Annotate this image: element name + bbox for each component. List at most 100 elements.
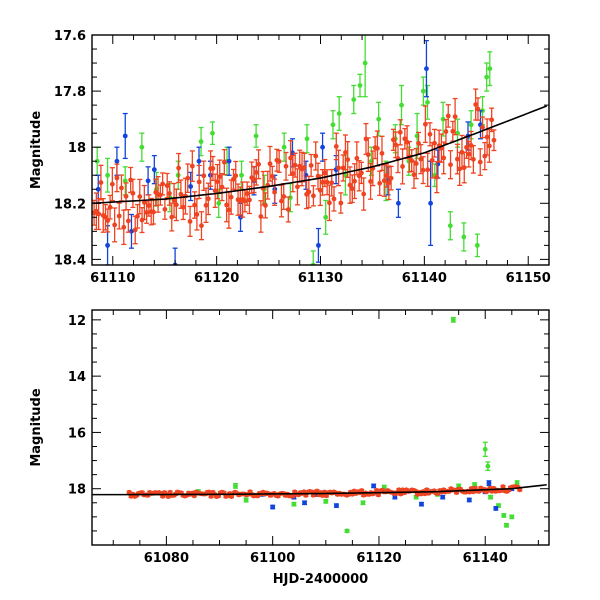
red-point — [473, 88, 479, 121]
red-point — [411, 160, 417, 189]
green-point — [336, 96, 342, 132]
red-point — [326, 184, 332, 222]
y-tick-label: 18 — [68, 141, 86, 156]
red-point — [420, 156, 426, 185]
green-point — [344, 528, 350, 534]
red-point — [123, 182, 129, 211]
x-tick-label: 61120 — [356, 551, 401, 566]
green-point — [447, 211, 453, 241]
panel-2: 61080 61100 61120 61140 12 14 16 18 Magnitude HJD… — [29, 309, 550, 587]
red-point — [176, 152, 182, 184]
red-point — [256, 149, 262, 180]
green-point — [122, 166, 128, 196]
green-point — [461, 222, 467, 252]
red-point — [432, 128, 438, 158]
red-point — [294, 168, 300, 206]
green-point — [209, 121, 215, 146]
red-point — [429, 142, 435, 179]
red-point — [173, 188, 179, 222]
red-point — [196, 164, 202, 200]
green-point — [450, 316, 456, 323]
red-point — [388, 165, 394, 191]
green-point — [474, 233, 480, 258]
y-tick-label: 18.4 — [54, 253, 86, 268]
blue-point — [440, 494, 446, 500]
red-point — [141, 184, 147, 221]
red-point — [477, 148, 483, 176]
red-point — [162, 198, 168, 220]
red-point — [436, 129, 442, 163]
red-point — [352, 163, 358, 200]
blue-point — [145, 166, 151, 196]
red-point — [228, 179, 234, 215]
red-point — [107, 194, 113, 220]
green-point — [482, 441, 488, 457]
green-point — [323, 498, 329, 504]
blue-point — [302, 500, 308, 506]
red-point — [491, 129, 497, 152]
green-point — [440, 101, 446, 137]
x-tick-label: 61120 — [194, 271, 239, 286]
red-point — [314, 488, 320, 494]
red-point — [283, 151, 289, 181]
green-point — [351, 84, 357, 115]
green-point — [362, 35, 368, 98]
red-point — [109, 167, 115, 202]
red-point — [150, 199, 156, 225]
red-point — [336, 149, 342, 187]
red-point — [258, 200, 264, 233]
red-point — [484, 118, 490, 156]
red-point — [452, 97, 458, 136]
y-axis-label: Magnitude — [29, 111, 44, 190]
red-point — [480, 116, 486, 139]
red-point — [219, 173, 225, 202]
green-point — [485, 461, 491, 472]
red-point — [354, 141, 360, 176]
red-point — [292, 152, 298, 178]
panel-1: 61110 61120 61130 61140 61150 17.6 17.8 18 18.2 1… — [29, 29, 551, 286]
red-point — [130, 178, 136, 209]
y-tick-label: 18 — [68, 483, 86, 498]
red-point — [185, 163, 191, 194]
blue-point — [315, 227, 321, 263]
red-point — [160, 172, 166, 196]
blue-point — [466, 497, 472, 503]
x-tick-label: 61080 — [144, 551, 189, 566]
red-point — [201, 160, 207, 192]
red-point — [118, 174, 124, 202]
red-point — [331, 186, 337, 212]
red-point — [361, 177, 367, 211]
red-point — [114, 163, 120, 193]
red-point — [262, 192, 268, 219]
green-point — [487, 51, 493, 87]
red-point — [121, 209, 127, 246]
red-point — [359, 488, 365, 493]
green-point — [420, 76, 426, 106]
x-axis-label: HJD-2400000 — [273, 572, 368, 587]
green-point — [503, 522, 509, 528]
y-tick-label: 14 — [68, 370, 86, 385]
x-tick-label: 61150 — [506, 271, 551, 286]
y-tick-label: 18.2 — [54, 197, 86, 212]
green-point — [357, 73, 363, 98]
red-point — [448, 150, 454, 180]
red-point — [189, 150, 195, 182]
red-point — [375, 492, 381, 498]
green-point — [139, 132, 145, 162]
red-point — [112, 207, 118, 243]
green-point — [243, 497, 249, 503]
plot-area — [92, 316, 547, 534]
y-axis-label: Magnitude — [29, 388, 44, 467]
green-point — [488, 494, 494, 500]
x-tick-label: 61110 — [90, 271, 135, 286]
red-point — [358, 161, 364, 185]
green-point — [239, 160, 245, 190]
red-point — [377, 170, 383, 197]
red-point — [400, 148, 406, 185]
y-tick-label: 17.8 — [54, 85, 86, 100]
red-point — [317, 174, 323, 207]
plot-area — [92, 35, 548, 265]
y-tick-label: 12 — [68, 314, 86, 329]
x-tick-label: 61140 — [463, 551, 508, 566]
blue-point — [333, 503, 339, 508]
